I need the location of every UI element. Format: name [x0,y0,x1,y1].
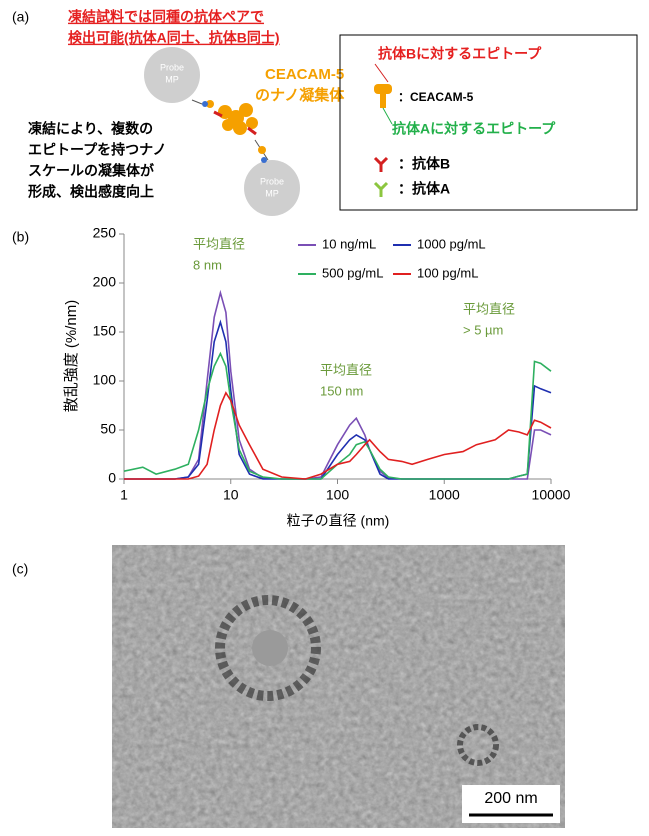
y-tick-label: 100 [93,372,117,388]
series-line [123,351,552,480]
legend-label: 500 pg/mL [322,265,383,280]
annotation: 平均直径 [320,362,372,377]
explanation: スケールの凝集体が [28,163,155,179]
legend-text: 抗体Aに対するエピトープ [392,121,556,137]
tem-texture [112,545,565,828]
aggregate [206,100,266,154]
probe-mp [144,47,200,103]
annotation: 平均直径 [463,301,515,316]
pointer [374,63,389,83]
antibody [261,157,267,163]
annotation: 150 nm [320,383,363,398]
probe-label: MP [265,188,279,198]
legend-label: 1000 pg/mL [417,236,486,251]
probe-label: Probe [260,176,284,186]
headline: 凍結試料では同種の抗体ペアで [68,9,264,25]
ceacam-icon [374,84,392,94]
headline: 検出可能(抗体A同士、抗体B同士) [68,30,280,46]
probe-mp [244,160,300,216]
legend-text: 抗体Bに対するエピトープ [378,46,542,62]
scale-bar-box [462,785,560,823]
panel-label: (b) [12,229,29,245]
legend-text: ：抗体A [398,181,450,197]
y-tick-label: 150 [93,323,117,339]
explanation: 形成、検出感度向上 [28,184,154,200]
y-tick-label: 50 [100,421,116,437]
probe-label: Probe [160,62,184,72]
connector [191,99,203,105]
series-line [124,391,552,480]
aggregate [457,724,499,766]
pointer [382,107,393,125]
antibody-b-icon [373,156,389,172]
aggregate [215,595,321,701]
y-tick-label: 200 [93,274,117,290]
series-line [124,319,552,480]
annotation: > 5 µm [463,322,503,337]
y-tick-label: 0 [108,470,116,486]
x-tick-label: 1000 [429,487,460,503]
legend-text: ：抗体B [398,156,450,172]
y-tick-label: 250 [93,225,117,241]
explanation: 凍結により、複数の [28,121,153,137]
explanation: エピトープを持つナノ [28,142,166,158]
x-tick-label: 10 [223,487,239,503]
annotation: 平均直径 [193,236,245,251]
antibody [202,101,208,107]
antibody [213,110,257,136]
legend-box [339,34,638,211]
plot: 0 50 100 150 200 250 1 10 100 1000 10000 10 ng/mL 10… [93,225,571,503]
scale-bar-label: 200 nm [484,790,537,807]
legend-label: 10 ng/mL [322,236,376,251]
annotation: 8 nm [193,257,222,272]
panel-label: (c) [12,561,28,577]
aggregate-core [252,630,288,666]
ceacam-icon [380,93,386,108]
panel-c: (c) 200 nm [12,545,565,828]
aggregate-label: CEACAM-5 [265,66,344,83]
antibody-a-icon [373,181,389,197]
x-tick-label: 1 [120,487,128,503]
panel-a: (a) 凍結試料では同種の抗体ペアで 検出可能(抗体A同士、抗体B同士) Pro… [12,9,638,216]
legend-text: ：CEACAM-5 [398,90,474,104]
y-axis-label: 散乱強度 (%/nm) [63,300,80,413]
x-tick-label: 100 [326,487,350,503]
panel-label: (a) [12,9,29,25]
legend-label: 100 pg/mL [417,265,478,280]
x-axis-label: 粒子の直径 (nm) [287,513,390,529]
aggregate-label: のナノ凝集体 [255,86,345,104]
probe-label: MP [165,74,179,84]
x-tick-label: 10000 [532,487,571,503]
